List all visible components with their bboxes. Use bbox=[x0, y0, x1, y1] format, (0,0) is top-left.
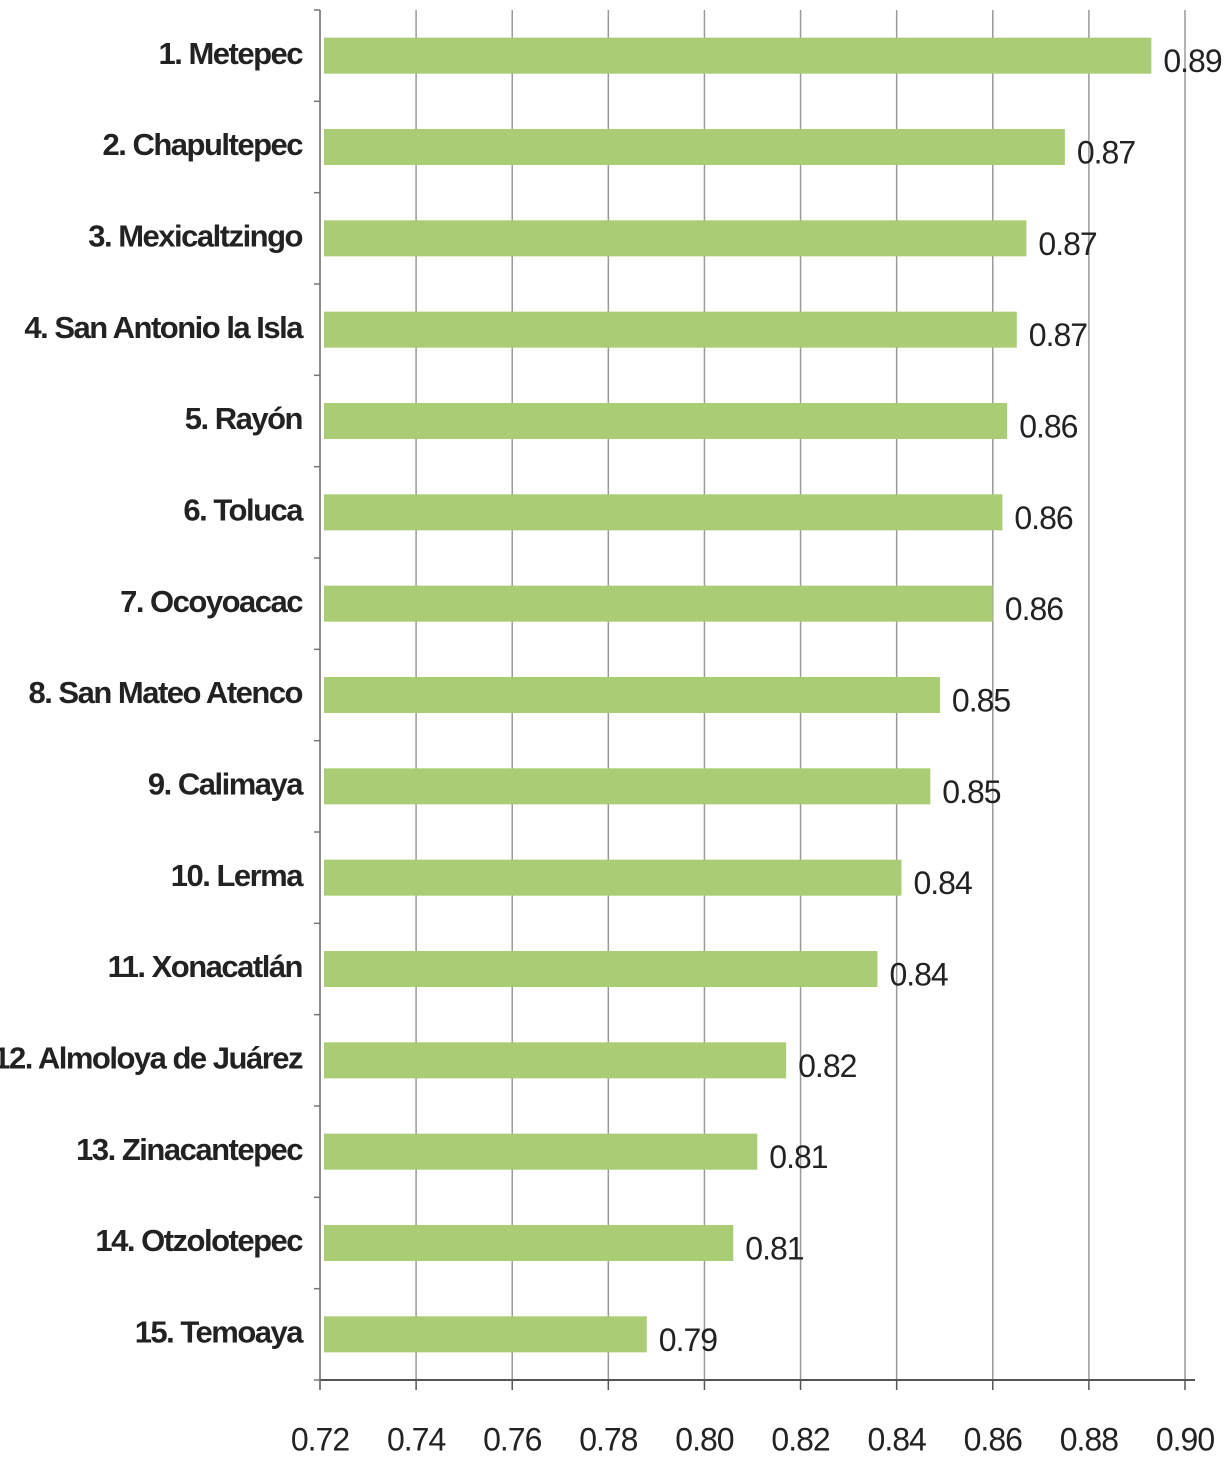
y-tick-label: 3. Mexicaltzingo bbox=[88, 219, 302, 254]
bar bbox=[324, 1225, 734, 1261]
x-tick-label: 0.72 bbox=[291, 1421, 349, 1457]
value-label: 0.87 bbox=[1029, 317, 1087, 353]
value-label: 0.81 bbox=[769, 1139, 827, 1175]
y-tick-label: 10. Lerma bbox=[171, 858, 305, 893]
bar bbox=[324, 585, 993, 622]
x-tick-label: 0.78 bbox=[579, 1421, 637, 1457]
x-tick-label: 0.80 bbox=[675, 1421, 733, 1457]
y-tick-label: 15. Temoaya bbox=[135, 1315, 305, 1350]
x-tick-label: 0.86 bbox=[964, 1421, 1022, 1457]
x-tick-label: 0.82 bbox=[771, 1421, 829, 1457]
value-label: 0.86 bbox=[1014, 500, 1072, 536]
y-tick-label: 6. Toluca bbox=[183, 493, 304, 528]
value-label: 0.87 bbox=[1077, 134, 1135, 170]
bar bbox=[324, 494, 1003, 531]
y-tick-label: 7. Ocoyoacac bbox=[120, 584, 303, 619]
value-label: 0.85 bbox=[942, 774, 1000, 810]
value-label: 0.84 bbox=[889, 956, 947, 992]
x-tick-label: 0.84 bbox=[868, 1421, 926, 1457]
y-tick-label: 13. Zinacantepec bbox=[76, 1132, 303, 1167]
y-tick-label: 12. Almoloya de Juárez bbox=[0, 1041, 303, 1076]
value-label: 0.79 bbox=[659, 1322, 717, 1358]
bar bbox=[324, 220, 1027, 257]
value-label: 0.82 bbox=[798, 1048, 856, 1084]
value-label: 0.86 bbox=[1005, 591, 1063, 627]
value-label: 0.81 bbox=[745, 1230, 803, 1266]
bar bbox=[324, 1133, 758, 1170]
y-tick-label: 8. San Mateo Atenco bbox=[28, 675, 302, 710]
value-label: 0.89 bbox=[1163, 43, 1221, 79]
bar bbox=[324, 1316, 647, 1353]
y-tick-label: 4. San Antonio la Isla bbox=[24, 310, 304, 345]
x-tick-label: 0.76 bbox=[483, 1421, 541, 1457]
value-label: 0.84 bbox=[913, 865, 971, 901]
x-tick-label: 0.74 bbox=[387, 1421, 445, 1457]
bar bbox=[324, 951, 878, 987]
bar bbox=[324, 37, 1152, 74]
bar bbox=[324, 403, 1008, 439]
value-label: 0.86 bbox=[1019, 408, 1077, 444]
y-tick-label: 11. Xonacatlán bbox=[108, 949, 303, 984]
bar bbox=[324, 677, 940, 713]
y-tick-label: 5. Rayón bbox=[185, 401, 303, 436]
y-tick-label: 1. Metepec bbox=[158, 36, 303, 71]
x-tick-label: 0.88 bbox=[1060, 1421, 1118, 1457]
value-label: 0.85 bbox=[952, 682, 1010, 718]
value-label: 0.87 bbox=[1038, 226, 1096, 262]
y-tick-label: 14. Otzolotepec bbox=[95, 1223, 303, 1258]
bar bbox=[324, 1042, 787, 1079]
bar bbox=[324, 859, 902, 896]
y-tick-label: 2. Chapultepec bbox=[103, 127, 304, 162]
bar bbox=[324, 311, 1017, 348]
bar bbox=[324, 129, 1065, 165]
y-tick-label: 9. Calimaya bbox=[148, 767, 304, 802]
x-tick-label: 0.90 bbox=[1156, 1421, 1214, 1457]
bar bbox=[324, 768, 931, 805]
